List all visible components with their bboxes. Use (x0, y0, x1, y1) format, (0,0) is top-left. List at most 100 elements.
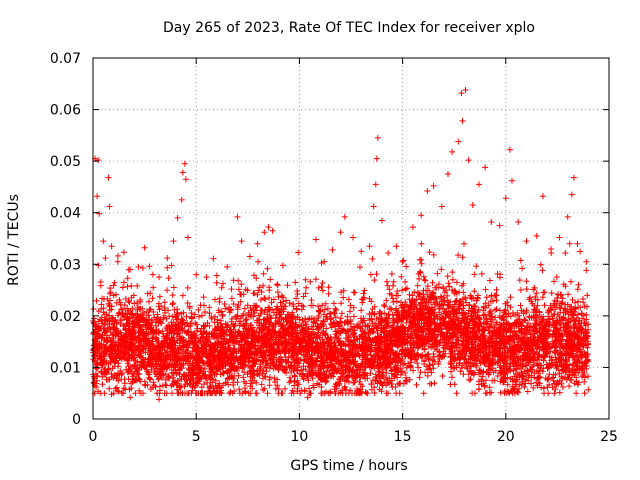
y-tick-label: 0.02 (50, 309, 81, 325)
data-point (203, 274, 210, 281)
data-point (465, 157, 472, 164)
data-point (399, 258, 406, 265)
data-point (304, 394, 311, 401)
data-point (127, 394, 134, 401)
data-point (458, 90, 465, 97)
data-point (141, 244, 148, 251)
data-point (149, 271, 156, 278)
data-point (178, 196, 185, 203)
x-tick-labels: 0 5 10 15 20 25 (89, 429, 618, 445)
data-point (548, 249, 555, 256)
y-tick-label: 0.05 (50, 154, 81, 170)
data-point (100, 238, 107, 245)
data-point (193, 271, 200, 278)
data-point (581, 378, 588, 385)
data-point (430, 182, 437, 189)
data-point (378, 217, 385, 224)
data-point (224, 263, 231, 270)
data-point (105, 174, 112, 181)
data-point (120, 279, 127, 286)
data-point (428, 380, 435, 387)
data-point (170, 238, 177, 245)
data-point (455, 138, 462, 145)
data-point (488, 218, 495, 225)
x-tick-label: 15 (394, 429, 412, 445)
y-tick-label: 0.03 (50, 257, 81, 273)
data-point (445, 171, 452, 178)
data-point (213, 272, 220, 279)
data-point (475, 386, 482, 393)
y-tick-label: 0.04 (50, 206, 81, 222)
data-point (418, 212, 425, 219)
data-point (389, 384, 396, 391)
x-tick-label: 25 (600, 429, 618, 445)
x-tick-label: 0 (89, 429, 98, 445)
chart-title: Day 265 of 2023, Rate Of TEC Index for r… (163, 20, 535, 36)
data-point (475, 181, 482, 188)
data-point (370, 203, 377, 210)
data-point (393, 243, 400, 250)
data-point (329, 246, 336, 253)
data-point (93, 384, 100, 391)
data-point (506, 146, 513, 153)
data-point (102, 255, 109, 262)
y-tick-label: 0 (72, 412, 81, 428)
data-point (570, 174, 577, 181)
y-tick-label: 0.07 (50, 51, 81, 67)
data-point (366, 243, 373, 250)
data-point (114, 258, 121, 265)
data-point (372, 181, 379, 188)
data-point (255, 258, 262, 265)
axis-ticks (92, 57, 610, 420)
data-point (350, 234, 357, 241)
data-point (341, 213, 348, 220)
data-point (523, 238, 530, 245)
data-point (302, 276, 309, 283)
data-point (156, 396, 163, 403)
data-point (409, 224, 416, 231)
data-point (374, 134, 381, 141)
x-tick-label: 10 (290, 429, 308, 445)
data-point (521, 384, 528, 391)
data-point (502, 195, 509, 202)
data-point (108, 391, 115, 398)
data-point (279, 262, 286, 269)
y-tick-label: 0.01 (50, 360, 81, 376)
data-point (234, 213, 241, 220)
data-point (156, 274, 163, 281)
x-axis-label: GPS time / hours (290, 458, 407, 474)
data-point (583, 258, 590, 265)
y-tick-labels: 0 0.01 0.02 0.03 0.04 0.05 0.06 0.07 (50, 51, 81, 428)
data-point (184, 234, 191, 241)
data-point (261, 229, 268, 236)
data-point (94, 193, 101, 200)
data-point (449, 148, 456, 155)
data-point (539, 193, 546, 200)
data-point (164, 255, 171, 262)
data-point (238, 238, 245, 245)
data-point (337, 229, 344, 236)
data-point (424, 188, 431, 195)
data-point (568, 191, 575, 198)
data-point (462, 86, 469, 93)
data-point (556, 234, 563, 241)
data-point (182, 176, 189, 183)
data-point (358, 248, 365, 255)
data-point (459, 117, 466, 124)
data-point (179, 169, 186, 176)
data-point (438, 203, 445, 210)
data-point (275, 386, 282, 393)
data-point (174, 214, 181, 221)
data-point (373, 155, 380, 162)
data-point (96, 210, 103, 217)
data-point (385, 249, 392, 256)
data-point (242, 389, 249, 396)
data-point (292, 279, 299, 286)
data-point (533, 232, 540, 239)
data-point (469, 201, 476, 208)
data-point (127, 266, 134, 273)
data-point (331, 386, 338, 393)
data-point (95, 157, 102, 164)
data-point (106, 203, 113, 210)
